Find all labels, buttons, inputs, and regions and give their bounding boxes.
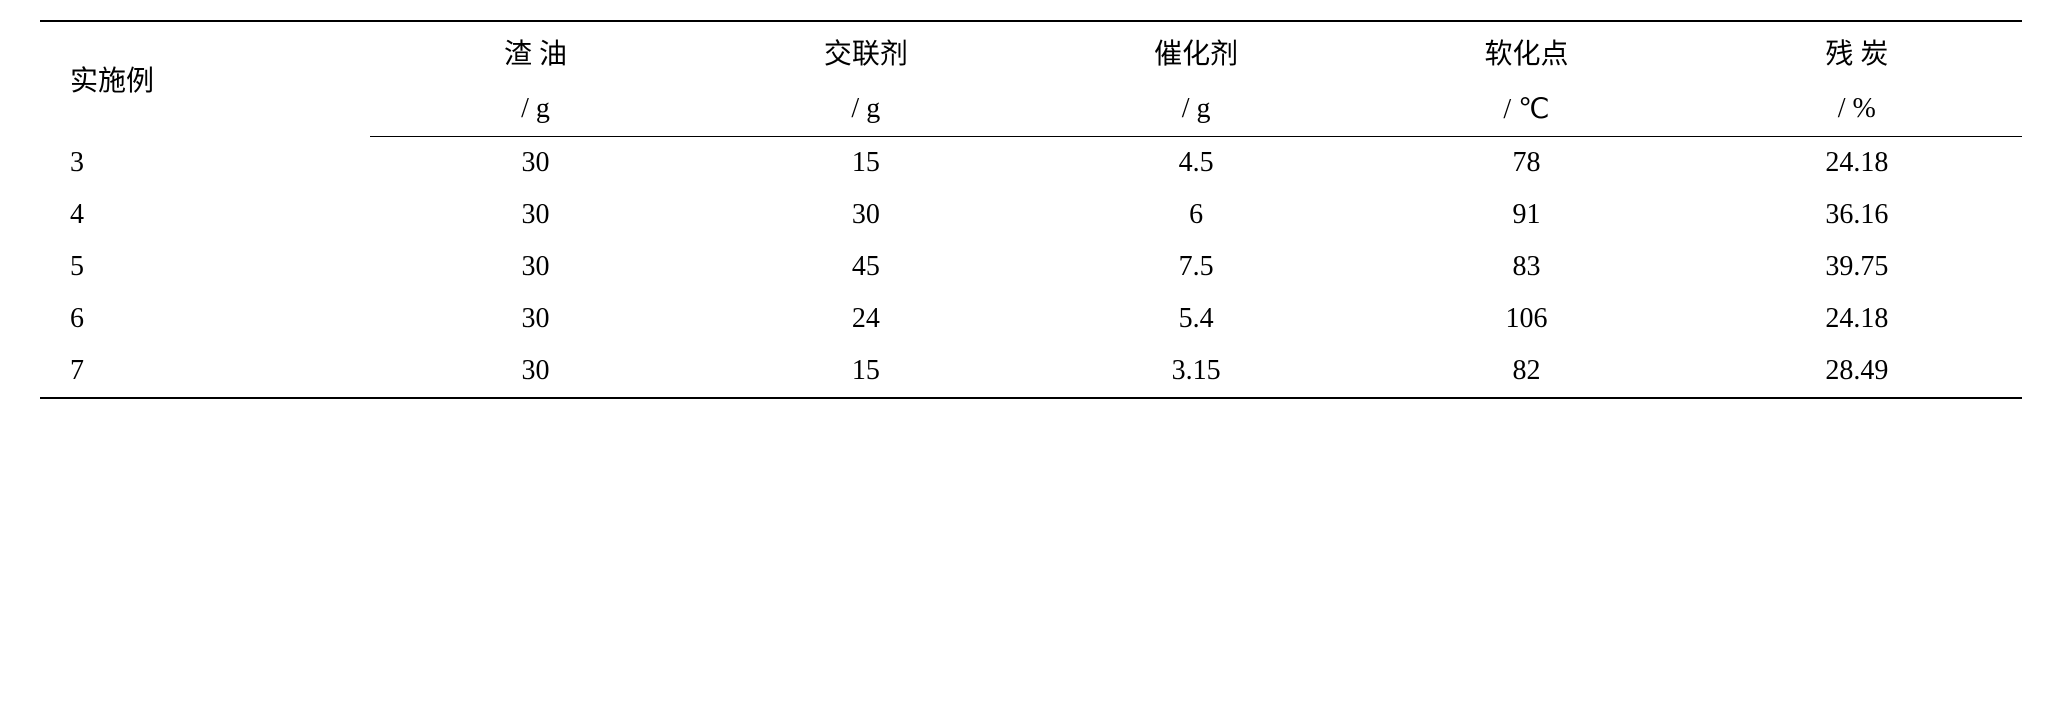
col-label: 渣 油	[370, 21, 700, 82]
table-header: 实施例 渣 油 交联剂 催化剂 软化点 残 炭 / g / g / g / ℃ …	[40, 21, 2022, 137]
col-unit: / g	[1031, 82, 1361, 137]
row-id: 3	[40, 137, 370, 190]
row-id: 5	[40, 241, 370, 293]
cell: 3.15	[1031, 345, 1361, 398]
col-label: 残 炭	[1692, 21, 2022, 82]
table-row: 6 30 24 5.4 106 24.18	[40, 293, 2022, 345]
table-row: 7 30 15 3.15 82 28.49	[40, 345, 2022, 398]
cell: 45	[701, 241, 1031, 293]
row-id: 6	[40, 293, 370, 345]
cell: 30	[370, 189, 700, 241]
table-body: 3 30 15 4.5 78 24.18 4 30 30 6 91 36.16 …	[40, 137, 2022, 399]
cell: 15	[701, 345, 1031, 398]
row-header-label: 实施例	[40, 21, 370, 137]
table-row: 4 30 30 6 91 36.16	[40, 189, 2022, 241]
cell: 15	[701, 137, 1031, 190]
cell: 30	[370, 241, 700, 293]
data-table: 实施例 渣 油 交联剂 催化剂 软化点 残 炭 / g / g / g / ℃ …	[40, 20, 2022, 399]
col-label: 软化点	[1361, 21, 1691, 82]
cell: 24.18	[1692, 293, 2022, 345]
cell: 82	[1361, 345, 1691, 398]
cell: 7.5	[1031, 241, 1361, 293]
cell: 106	[1361, 293, 1691, 345]
col-unit: / %	[1692, 82, 2022, 137]
col-label: 交联剂	[701, 21, 1031, 82]
cell: 91	[1361, 189, 1691, 241]
row-id: 4	[40, 189, 370, 241]
cell: 36.16	[1692, 189, 2022, 241]
cell: 83	[1361, 241, 1691, 293]
table-row: 3 30 15 4.5 78 24.18	[40, 137, 2022, 190]
cell: 78	[1361, 137, 1691, 190]
cell: 39.75	[1692, 241, 2022, 293]
table-row: 5 30 45 7.5 83 39.75	[40, 241, 2022, 293]
cell: 24	[701, 293, 1031, 345]
cell: 6	[1031, 189, 1361, 241]
cell: 4.5	[1031, 137, 1361, 190]
row-id: 7	[40, 345, 370, 398]
cell: 30	[370, 293, 700, 345]
col-unit: / ℃	[1361, 82, 1691, 137]
cell: 30	[370, 137, 700, 190]
cell: 24.18	[1692, 137, 2022, 190]
cell: 30	[370, 345, 700, 398]
cell: 28.49	[1692, 345, 2022, 398]
col-label: 催化剂	[1031, 21, 1361, 82]
cell: 30	[701, 189, 1031, 241]
col-unit: / g	[370, 82, 700, 137]
cell: 5.4	[1031, 293, 1361, 345]
col-unit: / g	[701, 82, 1031, 137]
